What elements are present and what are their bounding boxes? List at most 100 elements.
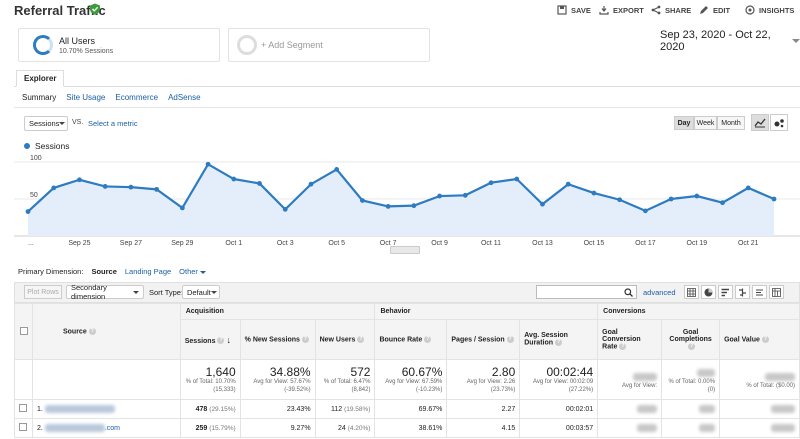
- chart-resize-handle[interactable]: [390, 246, 420, 254]
- search-icon: [624, 288, 633, 297]
- subtab-ecommerce[interactable]: Ecommerce: [115, 93, 159, 102]
- date-range-picker[interactable]: Sep 23, 2020 - Oct 22, 2020: [660, 29, 800, 53]
- col-goal-conversion-rate[interactable]: Goal Conversion Rate?: [597, 319, 663, 360]
- all-users-segment[interactable]: All Users 10.70% Sessions: [18, 28, 220, 62]
- help-icon[interactable]: ?: [217, 337, 225, 345]
- segment-donut-icon: [33, 35, 53, 55]
- insights-button[interactable]: INSIGHTS: [745, 5, 794, 15]
- col-new-sessions[interactable]: % New Sessions?: [239, 319, 316, 360]
- add-segment-box[interactable]: + Add Segment: [228, 28, 430, 62]
- line-chart-icon: [754, 118, 766, 127]
- term-cloud-view-button[interactable]: [752, 285, 767, 299]
- sessions-area: [28, 164, 774, 236]
- table-view-button[interactable]: [684, 285, 699, 299]
- edit-button[interactable]: EDIT: [699, 5, 730, 15]
- row-source-link[interactable]: .com: [104, 424, 120, 432]
- motion-chart-toggle[interactable]: [770, 114, 788, 131]
- help-icon[interactable]: ?: [688, 342, 696, 350]
- sessions-line-chart: 100 50... Sep 25 Sep 27 Sep 29 Oct 1 Oct 3 Oct …: [14, 155, 800, 247]
- col-pages-session-label: Pages / Session: [451, 336, 505, 344]
- col-new-users[interactable]: New Users?: [314, 319, 376, 360]
- data-point: [360, 198, 365, 203]
- vs-label: VS.: [72, 119, 84, 126]
- col-goal-conversion-rate-label: Goal Conversion Rate: [602, 328, 641, 351]
- edit-label: EDIT: [713, 5, 731, 15]
- granularity-month-button[interactable]: Month: [717, 116, 745, 130]
- help-icon[interactable]: ?: [357, 335, 365, 343]
- performance-view-button[interactable]: [718, 285, 733, 299]
- subtab-summary[interactable]: Summary: [22, 93, 57, 102]
- granularity-day-button[interactable]: Day: [674, 116, 694, 130]
- col-pages-session[interactable]: Pages / Session?: [446, 319, 521, 360]
- redacted-source-link[interactable]: [44, 424, 105, 432]
- comparison-icon: [739, 288, 746, 296]
- help-icon[interactable]: ?: [424, 335, 432, 343]
- help-icon[interactable]: ?: [555, 339, 563, 347]
- tab-explorer[interactable]: Explorer: [16, 70, 65, 87]
- data-point: [745, 185, 751, 191]
- metric-select-value: Sessions: [29, 119, 60, 128]
- granularity-week-button[interactable]: Week: [694, 116, 717, 130]
- redacted-source-link[interactable]: [44, 405, 115, 413]
- col-goal-completions[interactable]: Goal Completions?: [661, 319, 721, 360]
- total-new-sessions-value: 34.88%: [269, 365, 311, 379]
- select-all-checkbox[interactable]: [20, 326, 28, 335]
- legend-sessions-label: Sessions: [35, 141, 70, 151]
- col-sessions[interactable]: Sessions? ↓: [179, 319, 241, 360]
- empty-segment-icon: [237, 35, 257, 55]
- data-point: [231, 176, 237, 182]
- line-chart-toggle[interactable]: [751, 114, 769, 131]
- share-button[interactable]: SHARE: [651, 5, 691, 15]
- export-button[interactable]: EXPORT: [599, 5, 644, 15]
- secondary-dimension-select[interactable]: Secondary dimension: [66, 283, 144, 301]
- primary-dimension-label: Primary Dimension:: [18, 267, 84, 276]
- advanced-filter-link[interactable]: advanced: [643, 288, 676, 297]
- col-avg-duration[interactable]: Avg. Session Duration?: [519, 319, 599, 360]
- help-icon[interactable]: ?: [761, 335, 769, 343]
- comparison-view-button[interactable]: [735, 285, 750, 299]
- pie-view-button[interactable]: [701, 285, 716, 299]
- dimension-other[interactable]: Other: [179, 267, 207, 276]
- sort-type-select[interactable]: Default: [182, 285, 220, 299]
- help-icon[interactable]: ?: [506, 335, 514, 343]
- select-metric-link[interactable]: Select a metric: [88, 119, 138, 128]
- y-tick-label: 50: [30, 192, 38, 199]
- row-checkbox[interactable]: [19, 423, 28, 431]
- data-point: [565, 181, 571, 187]
- row-checkbox[interactable]: [19, 404, 28, 412]
- row-new-users-pct: (19.58%): [344, 405, 371, 413]
- data-point: [591, 190, 597, 196]
- pivot-view-button[interactable]: [769, 285, 784, 299]
- dimension-landing-page[interactable]: Landing Page: [124, 267, 172, 276]
- x-tick-label: Sep 25: [68, 240, 90, 247]
- dimension-source[interactable]: Source: [91, 267, 117, 276]
- row-avg-duration: 00:03:57: [519, 418, 599, 438]
- metric-select[interactable]: Sessions: [24, 116, 68, 131]
- help-icon[interactable]: ?: [88, 327, 96, 335]
- redacted-value: [699, 405, 716, 413]
- table-search-input[interactable]: [536, 285, 637, 299]
- total-sessions-sub: % of Total: 10.70% (15,333): [185, 379, 236, 393]
- subtab-adsense[interactable]: AdSense: [168, 93, 201, 102]
- row-pages-session: 4.15: [446, 418, 521, 438]
- plot-rows-button[interactable]: Plot Rows: [24, 285, 62, 299]
- col-goal-value[interactable]: Goal Value?: [719, 319, 800, 360]
- subtab-site-usage[interactable]: Site Usage: [66, 93, 106, 102]
- total-pages-session: 2.80 Avg for View: 2.26 (23.73%): [446, 359, 521, 400]
- help-icon[interactable]: ?: [619, 342, 627, 350]
- redacted-value: [697, 368, 716, 377]
- sort-type-value: Default: [187, 287, 211, 297]
- grid-icon: [687, 287, 696, 297]
- source-column-header[interactable]: Source?: [31, 303, 181, 360]
- col-bounce-rate[interactable]: Bounce Rate?: [374, 319, 448, 360]
- sort-type-label: Sort Type:: [149, 288, 184, 297]
- help-icon[interactable]: ?: [301, 335, 309, 343]
- verified-shield-icon: [90, 3, 100, 15]
- row-new-users-value: 112: [330, 405, 343, 413]
- data-point: [334, 167, 340, 172]
- save-button[interactable]: SAVE: [557, 5, 591, 15]
- export-icon: [599, 6, 609, 15]
- data-point: [668, 196, 674, 202]
- col-new-sessions-label: % New Sessions: [244, 336, 300, 344]
- legend-sessions-dot: [24, 143, 30, 149]
